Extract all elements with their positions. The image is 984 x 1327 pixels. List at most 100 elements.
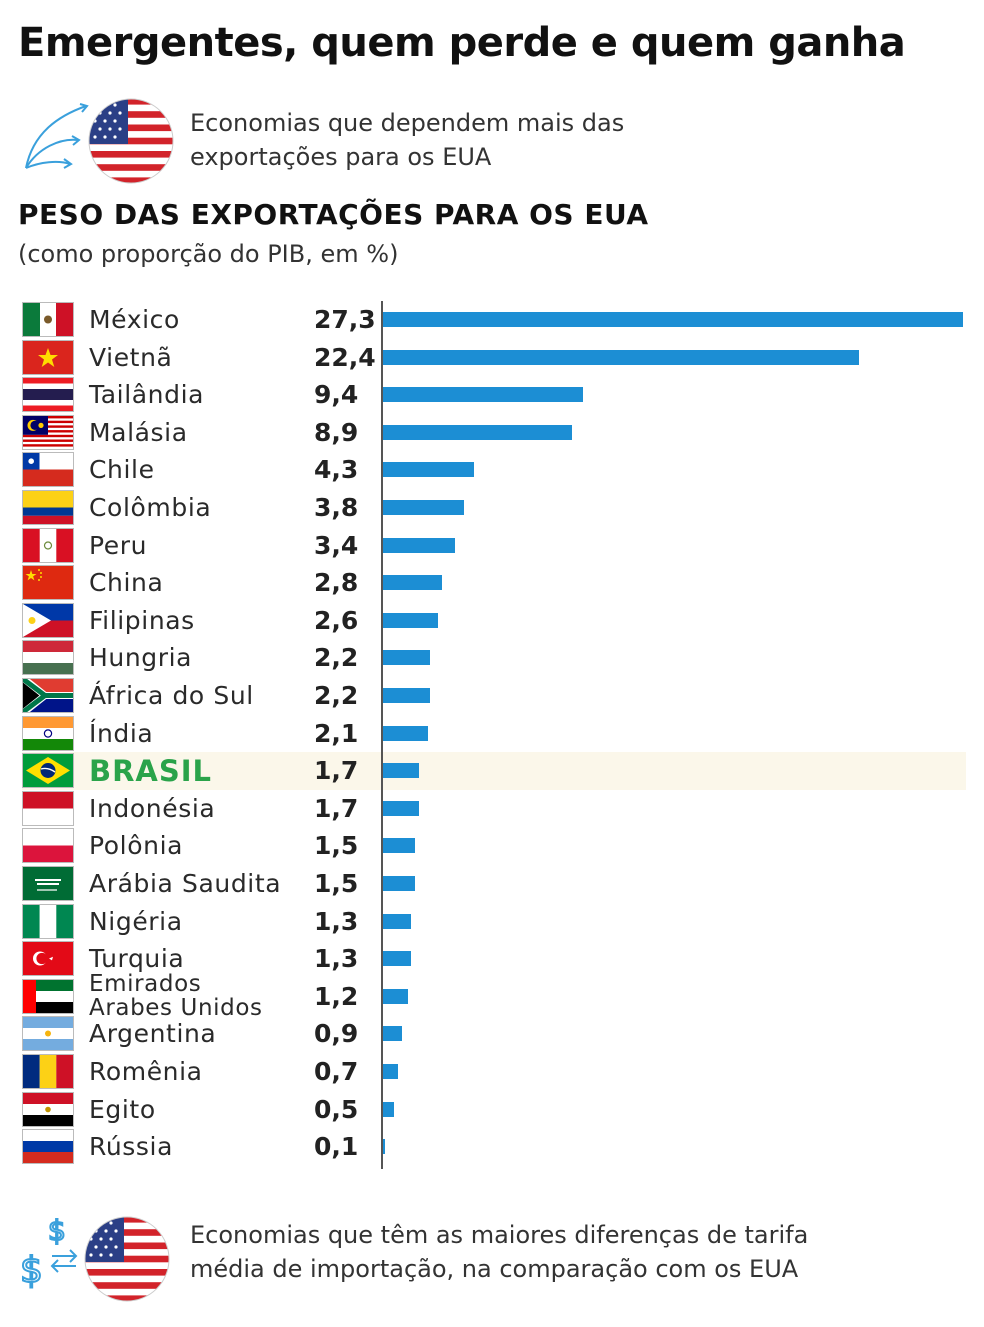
chart-row: Arábia Saudita 1,5 (0, 865, 984, 903)
chart-row: Indonésia 1,7 (0, 790, 984, 828)
value-label: 9,4 (314, 380, 359, 410)
bar (383, 1139, 386, 1155)
intro-line-1: Economias que dependem mais das (190, 109, 625, 137)
chile-flag (23, 453, 73, 487)
bar (383, 575, 443, 591)
category-label: China (89, 568, 164, 598)
page-title: Emergentes, quem perde e quem ganha (18, 20, 906, 66)
value-label: 0,1 (314, 1132, 359, 1162)
chart-row: Polônia 1,5 (0, 827, 984, 865)
chart-row: Chile 4,3 (0, 451, 984, 489)
chart-row: Filipinas 2,6 (0, 602, 984, 640)
outro-line-2: média de importação, na comparação com o… (190, 1255, 799, 1283)
south-africa-flag (23, 679, 73, 712)
category-label: Colômbia (89, 493, 212, 522)
category-label: Tailândia (89, 380, 205, 410)
svg-text:$: $ (20, 1250, 43, 1291)
uae-flag (23, 979, 73, 1013)
value-label: 2,6 (314, 605, 359, 635)
intro-section: Economias que dependem mais das exportaç… (18, 98, 978, 198)
bar (383, 1026, 403, 1042)
saudi-arabia-flag (23, 867, 73, 900)
value-label: 0,5 (314, 1094, 359, 1124)
bar-chart: México 27,3 Vietnã 22,4 Tailândia 9,4 Malásia 8… (0, 295, 984, 1175)
category-label: Romênia (89, 1057, 203, 1086)
category-label: Emirados Arabes Unidos (89, 970, 263, 1021)
bar (383, 1064, 398, 1079)
bar (383, 462, 475, 478)
value-label: 2,1 (314, 718, 359, 748)
svg-text:$: $ (48, 1214, 66, 1247)
chart-row: Rússia 0,1 (0, 1128, 984, 1166)
chart-row: Nigéria 1,3 (0, 903, 984, 941)
indonesia-flag (23, 791, 73, 825)
chart-title: PESO DAS EXPORTAÇÕES PARA OS EUA (18, 198, 649, 231)
bar (383, 725, 428, 741)
value-label: 27,3 (314, 305, 376, 334)
chart-row: Hungria 2,2 (0, 639, 984, 677)
export-arrows-icon (25, 103, 89, 169)
category-label: Chile (89, 455, 155, 485)
category-label: Vietnã (89, 342, 173, 372)
category-label: BRASIL (89, 754, 213, 789)
malaysia-flag (23, 415, 73, 449)
india-flag (23, 716, 73, 750)
chart-row: Colômbia 3,8 (0, 489, 984, 527)
value-label: 1,3 (314, 906, 359, 936)
value-label: 4,3 (314, 455, 359, 485)
chart-row: Malásia 8,9 (0, 414, 984, 452)
brazil-flag (23, 754, 73, 788)
value-label: 1,7 (314, 793, 359, 823)
bar (383, 876, 415, 891)
egypt-flag (23, 1092, 73, 1126)
poland-flag (23, 829, 73, 863)
bar (383, 500, 464, 515)
bar (383, 612, 439, 628)
category-label: Nigéria (89, 906, 183, 936)
category-label: Hungria (89, 643, 193, 673)
value-label: 0,9 (314, 1019, 359, 1049)
bar (383, 537, 456, 553)
category-label: Arábia Saudita (89, 869, 282, 898)
value-label: 3,4 (314, 530, 359, 560)
chart-axis-line (381, 301, 383, 1169)
category-label: Egito (89, 1094, 156, 1124)
value-label: 0,7 (314, 1057, 359, 1086)
currency-exchange-icon: $ $ (19, 1213, 78, 1292)
value-label: 2,2 (314, 643, 359, 673)
philippines-flag (23, 603, 73, 637)
argentina-flag (23, 1017, 73, 1051)
chart-subtitle: (como proporção do PIB, em %) (18, 240, 399, 268)
turkey-flag (23, 942, 73, 976)
brasil-highlight-band (22, 752, 966, 791)
category-label: Peru (89, 530, 148, 560)
outro-line-1: Economias que têm as maiores diferenças … (190, 1221, 809, 1249)
peru-flag (23, 528, 73, 562)
value-label: 2,2 (314, 681, 359, 710)
bar (383, 951, 411, 967)
russia-flag (23, 1130, 73, 1164)
bar (383, 988, 409, 1004)
value-label: 1,7 (314, 756, 359, 786)
value-label: 3,8 (314, 493, 359, 522)
chart-row: Romênia 0,7 (0, 1053, 984, 1091)
bar (383, 838, 415, 854)
mexico-flag (23, 303, 73, 336)
bar (383, 387, 583, 403)
category-label: Índia (89, 718, 154, 748)
bar (383, 424, 573, 440)
value-label: 1,5 (314, 831, 359, 861)
vietnam-flag (23, 340, 73, 374)
chart-row: Tailândia 9,4 (0, 376, 984, 414)
china-flag (23, 566, 73, 600)
chart-row: China 2,8 (0, 564, 984, 602)
chart-row: Emirados Arabes Unidos 1,2 (0, 972, 984, 1020)
colombia-flag (23, 491, 73, 524)
nigeria-flag (23, 904, 73, 938)
romania-flag (23, 1055, 73, 1088)
value-label: 1,3 (314, 944, 359, 974)
value-label: 22,4 (314, 342, 376, 372)
bar (383, 650, 430, 666)
category-label: Filipinas (89, 605, 195, 635)
bar (383, 1101, 394, 1117)
